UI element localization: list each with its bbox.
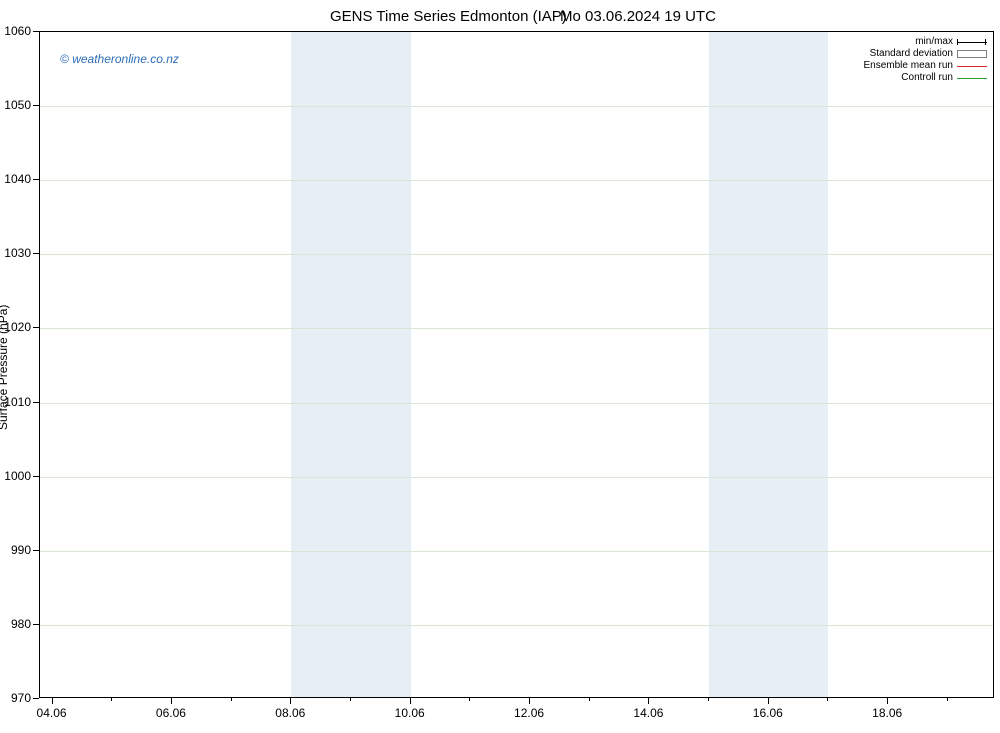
legend-label: Standard deviation <box>870 48 957 60</box>
watermark: © weatheronline.co.nz <box>60 52 179 66</box>
chart-title-left: GENS Time Series Edmonton (IAP) <box>330 8 567 25</box>
legend-item: Controll run <box>864 72 988 84</box>
y-tick-label: 1030 <box>0 246 31 260</box>
y-tick-label: 1050 <box>0 98 31 112</box>
x-tick <box>410 698 411 704</box>
x-tick <box>52 698 53 704</box>
y-tick-label: 1040 <box>0 172 31 186</box>
x-tick <box>290 698 291 704</box>
y-tick <box>33 253 39 254</box>
weekend-band <box>709 32 828 697</box>
chart-container: GENS Time Series Edmonton (IAP) Mo 03.06… <box>0 0 1000 733</box>
x-tick-label: 16.06 <box>753 706 783 720</box>
y-tick <box>33 402 39 403</box>
x-tick <box>529 698 530 704</box>
y-tick <box>33 476 39 477</box>
gridline <box>40 254 993 255</box>
gridline <box>40 106 993 107</box>
y-tick <box>33 179 39 180</box>
x-tick-minor <box>111 698 112 701</box>
watermark-prefix: © <box>60 52 72 66</box>
gridline <box>40 551 993 552</box>
chart-title-right: Mo 03.06.2024 19 UTC <box>560 8 716 25</box>
legend-swatch <box>957 73 987 83</box>
legend-item: Ensemble mean run <box>864 60 988 72</box>
gridline <box>40 625 993 626</box>
y-tick <box>33 624 39 625</box>
x-tick-minor <box>350 698 351 701</box>
x-tick-label: 10.06 <box>395 706 425 720</box>
y-tick-label: 980 <box>0 617 31 631</box>
weekend-band <box>291 32 410 697</box>
x-tick-minor <box>708 698 709 701</box>
x-tick-label: 06.06 <box>156 706 186 720</box>
legend-label: Controll run <box>901 72 957 84</box>
legend-item: Standard deviation <box>864 48 988 60</box>
x-tick-minor <box>827 698 828 701</box>
legend-label: min/max <box>915 36 957 48</box>
x-tick-minor <box>947 698 948 701</box>
y-tick-label: 1020 <box>0 320 31 334</box>
legend-swatch <box>957 37 987 47</box>
y-tick-label: 1000 <box>0 469 31 483</box>
x-tick-minor <box>469 698 470 701</box>
legend-item: min/max <box>864 36 988 48</box>
x-tick <box>648 698 649 704</box>
x-tick-label: 14.06 <box>633 706 663 720</box>
y-tick <box>33 327 39 328</box>
gridline <box>40 477 993 478</box>
gridline <box>40 328 993 329</box>
watermark-text: weatheronline.co.nz <box>72 52 179 66</box>
x-tick <box>887 698 888 704</box>
x-tick-minor <box>589 698 590 701</box>
legend-swatch <box>957 61 987 71</box>
legend-label: Ensemble mean run <box>864 60 958 72</box>
gridline <box>40 403 993 404</box>
y-tick <box>33 550 39 551</box>
y-tick <box>33 698 39 699</box>
plot-area: © weatheronline.co.nz min/maxStandard de… <box>39 31 994 698</box>
x-tick-label: 12.06 <box>514 706 544 720</box>
x-tick <box>768 698 769 704</box>
x-tick-label: 18.06 <box>872 706 902 720</box>
x-tick-label: 04.06 <box>37 706 67 720</box>
y-tick-label: 1010 <box>0 395 31 409</box>
y-tick-label: 990 <box>0 543 31 557</box>
y-tick <box>33 105 39 106</box>
y-tick-label: 1060 <box>0 24 31 38</box>
gridline <box>40 180 993 181</box>
y-tick-label: 970 <box>0 691 31 705</box>
x-tick <box>171 698 172 704</box>
x-tick-label: 08.06 <box>275 706 305 720</box>
legend: min/maxStandard deviationEnsemble mean r… <box>864 36 988 84</box>
y-tick <box>33 31 39 32</box>
x-tick-minor <box>231 698 232 701</box>
legend-swatch <box>957 49 987 59</box>
